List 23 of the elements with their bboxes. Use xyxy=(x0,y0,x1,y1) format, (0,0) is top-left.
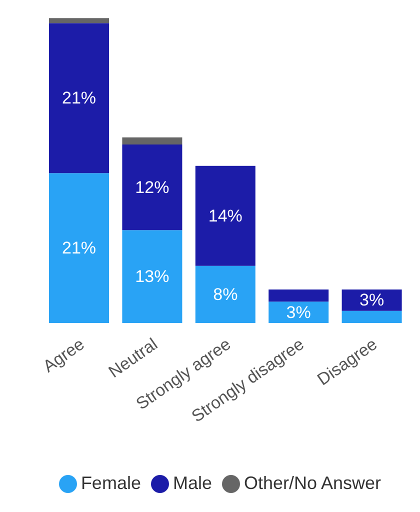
data-label: 13% xyxy=(135,267,170,286)
bar xyxy=(342,310,402,323)
bar xyxy=(268,289,329,302)
data-label: 12% xyxy=(135,178,170,197)
bar xyxy=(268,302,329,323)
bar xyxy=(49,18,109,24)
bar xyxy=(195,166,256,266)
bar xyxy=(195,266,256,323)
bar xyxy=(49,173,109,323)
legend-label: Female xyxy=(80,473,141,493)
data-label: 21% xyxy=(62,238,96,258)
bar xyxy=(342,289,402,311)
bar xyxy=(122,137,182,145)
bar xyxy=(122,230,182,323)
data-label: 3% xyxy=(286,302,311,322)
bar xyxy=(49,23,109,174)
legend-label: Other/No Answer xyxy=(244,473,382,493)
data-label: 14% xyxy=(208,206,242,226)
data-label: 3% xyxy=(360,290,384,310)
legend-label: Male xyxy=(172,473,212,493)
data-label: 21% xyxy=(62,88,96,108)
bar xyxy=(122,144,182,230)
data-label: 8% xyxy=(213,284,238,304)
